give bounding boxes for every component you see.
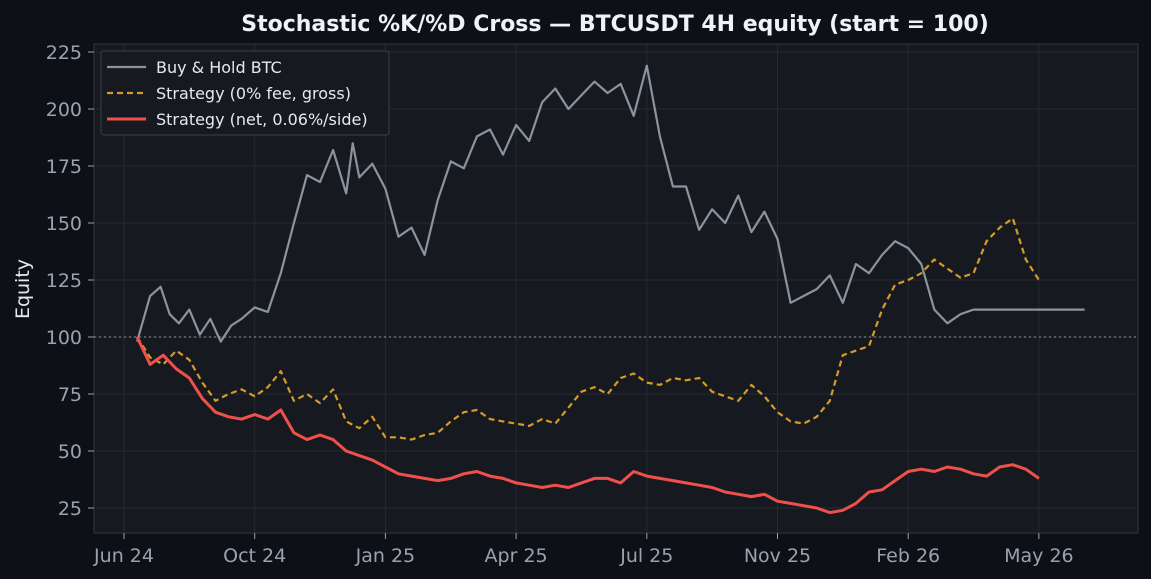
legend-label: Strategy (0% fee, gross) — [156, 84, 351, 103]
legend-label: Buy & Hold BTC — [156, 58, 282, 77]
x-tick-label: May 26 — [1004, 545, 1074, 567]
strategy-gross-series — [136, 217, 1040, 441]
legend-item-gross: Strategy (0% fee, gross) — [107, 84, 351, 103]
y-tick-label: 225 — [46, 42, 82, 64]
legend-item-net: Strategy (net, 0.06%/side) — [107, 110, 368, 129]
x-tick-label: Jan 25 — [355, 545, 416, 567]
legend-label: Strategy (net, 0.06%/side) — [156, 110, 368, 129]
y-tick-label: 75 — [58, 384, 82, 406]
y-tick-label: 125 — [46, 270, 82, 292]
legend: Buy & Hold BTC Strategy (0% fee, gross) St… — [100, 50, 390, 136]
y-tick-label: 200 — [46, 99, 82, 121]
y-tick-label: 175 — [46, 156, 82, 178]
legend-box — [100, 50, 390, 136]
buy-hold-btc-series — [136, 64, 1085, 343]
y-tick-label: 100 — [46, 327, 82, 349]
y-tick-label: 50 — [58, 441, 82, 463]
x-tick-label: Feb 26 — [876, 545, 940, 567]
y-tick-label: 25 — [58, 498, 82, 520]
y-axis-label: Equity — [12, 259, 34, 319]
y-axis-ticks: 25 50 75 100 125 150 175 200 225 — [46, 42, 94, 520]
series-layer — [135, 64, 1085, 515]
x-tick-label: Oct 24 — [223, 545, 286, 567]
y-tick-label: 150 — [46, 213, 82, 235]
x-tick-label: Jun 24 — [93, 545, 154, 567]
x-tick-label: Apr 25 — [485, 545, 548, 567]
x-tick-label: Jul 25 — [619, 545, 673, 567]
x-axis-ticks: Jun 24 Oct 24 Jan 25 Apr 25 Jul 25 Nov 25 Feb … — [93, 533, 1074, 567]
legend-item-buy-hold: Buy & Hold BTC — [107, 58, 282, 77]
x-tick-label: Nov 25 — [744, 545, 811, 567]
strategy-net-series — [135, 336, 1040, 515]
chart-title: Stochastic %K/%D Cross — BTCUSDT 4H equi… — [241, 12, 989, 37]
